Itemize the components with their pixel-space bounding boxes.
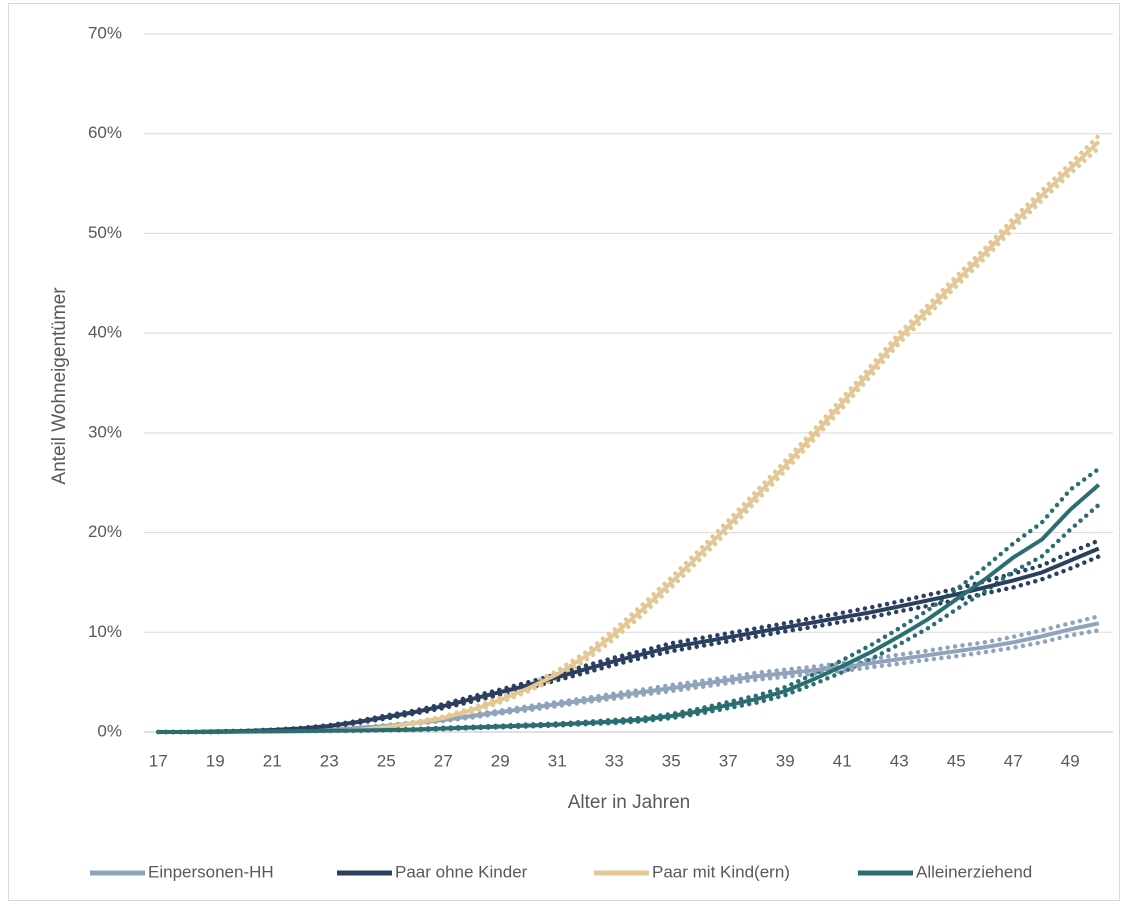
x-tick-label: 29 xyxy=(491,751,510,770)
y-tick-label: 50% xyxy=(88,223,122,242)
line xyxy=(158,546,1100,734)
x-tick-label: 35 xyxy=(662,751,681,770)
x-tick-label: 39 xyxy=(776,751,795,770)
legend-label: Alleinerziehend xyxy=(916,862,1032,881)
y-axis-title: Anteil Wohneigentümer xyxy=(49,287,70,485)
x-tick-label: 37 xyxy=(719,751,738,770)
chart-border xyxy=(8,3,1120,901)
y-tick-label: 10% xyxy=(88,622,122,641)
x-tick-label: 43 xyxy=(890,751,909,770)
legend-label: Paar mit Kind(ern) xyxy=(652,862,790,881)
x-tick-label: 41 xyxy=(833,751,852,770)
line xyxy=(158,483,1101,734)
x-tick-label: 23 xyxy=(320,751,339,770)
x-tick-label: 31 xyxy=(548,751,567,770)
x-tick-label: 49 xyxy=(1061,751,1080,770)
x-tick-label: 45 xyxy=(947,751,966,770)
x-axis-title: Alter in Jahren xyxy=(568,792,691,813)
x-tick-label: 21 xyxy=(263,751,282,770)
y-tick-label: 30% xyxy=(88,422,122,441)
x-tick-label: 47 xyxy=(1004,751,1023,770)
legend-label: Paar ohne Kinder xyxy=(395,862,528,881)
y-tick-label: 20% xyxy=(88,522,122,541)
x-tick-label: 33 xyxy=(605,751,624,770)
x-tick-label: 17 xyxy=(149,751,168,770)
y-tick-label: 60% xyxy=(88,123,122,142)
x-tick-label: 19 xyxy=(206,751,225,770)
x-tick-label: 25 xyxy=(377,751,396,770)
y-tick-label: 70% xyxy=(88,23,122,42)
y-tick-label: 40% xyxy=(88,323,122,342)
x-tick-label: 27 xyxy=(434,751,453,770)
y-tick-label: 0% xyxy=(97,721,122,740)
legend-label: Einpersonen-HH xyxy=(148,862,274,881)
